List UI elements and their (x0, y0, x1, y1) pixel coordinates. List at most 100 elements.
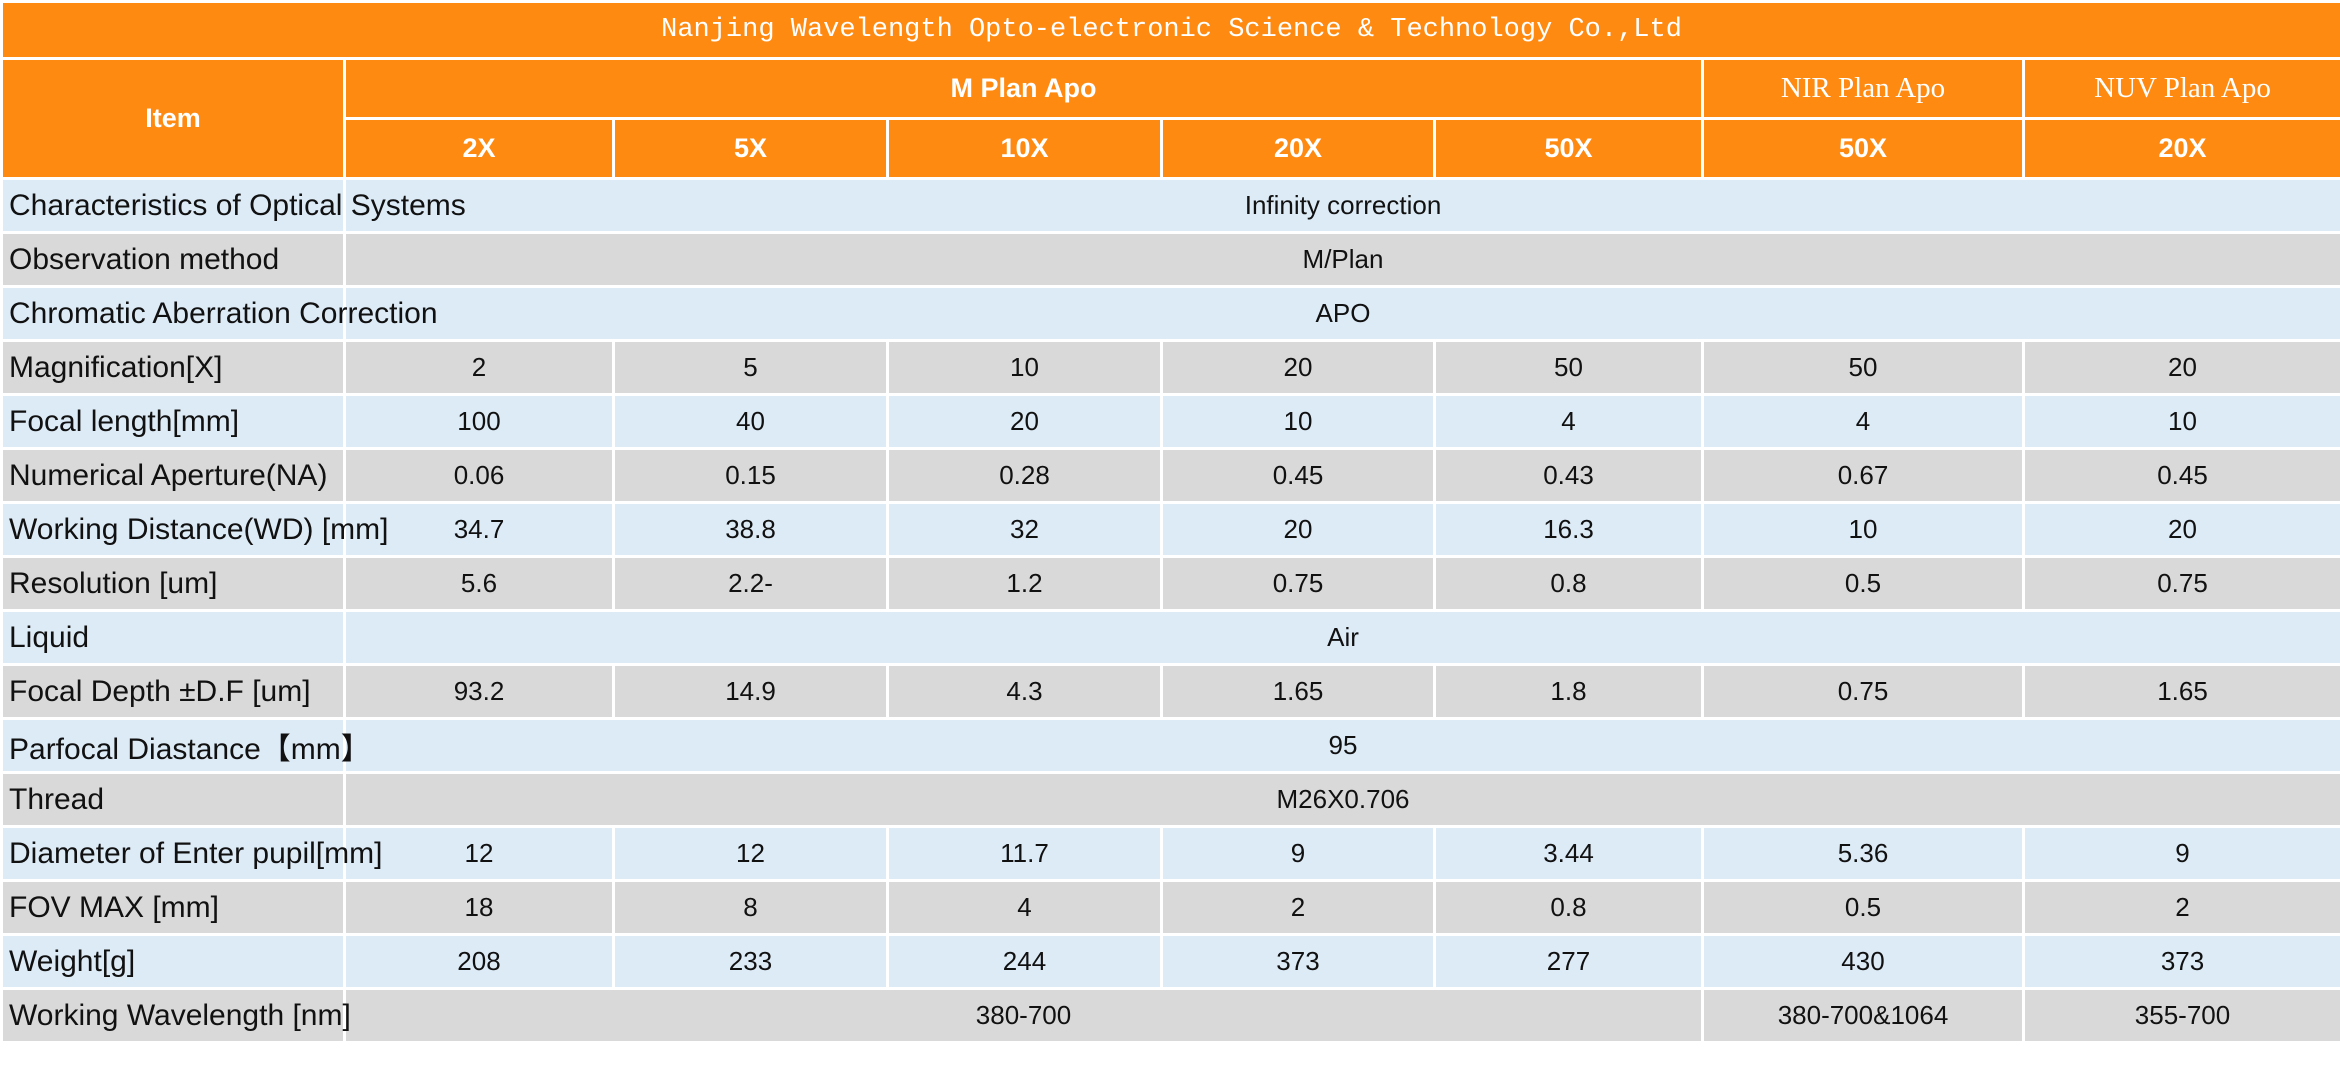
table-row: Working Wavelength [nm] 380-700 380-700&10… (0, 987, 2340, 1044)
cell: 0.75 (1701, 663, 2025, 720)
cell: 0.67 (1701, 447, 2025, 504)
row-label: Magnification[X] (0, 339, 346, 396)
cell: Infinity correction (342, 177, 2340, 234)
cell: 0.15 (612, 447, 889, 504)
row-label: Focal Depth ±D.F [um] (0, 663, 346, 720)
row-label: Characteristics of Optical Systems (0, 177, 466, 234)
cell: 95 (342, 717, 2340, 774)
magnification-header: 50X (1701, 117, 2025, 180)
cell: M26X0.706 (342, 771, 2340, 828)
cell: 373 (1160, 933, 1436, 990)
cell: 10 (1160, 393, 1436, 450)
cell: 373 (2021, 933, 2340, 990)
group-header: NUV Plan Apo (2021, 57, 2340, 120)
cell: 2 (343, 339, 615, 396)
cell: 9 (1160, 825, 1436, 882)
cell: 0.5 (1701, 555, 2025, 612)
magnification-header: 50X (1433, 117, 1704, 180)
cell: 430 (1701, 933, 2025, 990)
table-row: Thread M26X0.706 (0, 771, 2340, 828)
cell: 20 (1160, 339, 1436, 396)
table-row: Resolution [um] 5.6 2.2- 1.2 0.75 0.8 0.5 0.75 (0, 555, 2340, 612)
group-header: M Plan Apo (343, 57, 1704, 120)
table-row: Chromatic Aberration Correction APO (0, 285, 2340, 342)
cell: 0.8 (1433, 879, 1704, 936)
magnification-header: 2X (343, 117, 615, 180)
item-header: Item (0, 57, 346, 180)
table-row: FOV MAX [mm] 18 8 4 2 0.8 0.5 2 (0, 879, 2340, 936)
cell: 0.5 (1701, 879, 2025, 936)
magnification-header: 10X (886, 117, 1163, 180)
table-row: Working Distance(WD) [mm] 34.7 38.8 32 20 16.… (0, 501, 2340, 558)
cell: 0.45 (1160, 447, 1436, 504)
cell: 20 (2021, 339, 2340, 396)
table-row: Weight[g] 208 233 244 373 277 430 373 (0, 933, 2340, 990)
table-row: Focal length[mm] 100 40 20 10 4 4 10 (0, 393, 2340, 450)
cell: 277 (1433, 933, 1704, 990)
table-row: Numerical Aperture(NA) 0.06 0.15 0.28 0.45 0.… (0, 447, 2340, 504)
cell: 10 (886, 339, 1163, 396)
cell: APO (342, 285, 2340, 342)
cell: 34.7 (343, 501, 615, 558)
row-label: Numerical Aperture(NA) (0, 447, 346, 504)
cell: 14.9 (612, 663, 889, 720)
cell: M/Plan (342, 231, 2340, 288)
row-label: Working Wavelength [nm] (0, 987, 351, 1044)
cell: 0.75 (2021, 555, 2340, 612)
cell: 1.8 (1433, 663, 1704, 720)
cell: 16.3 (1433, 501, 1704, 558)
cell: 0.75 (1160, 555, 1436, 612)
cell: 12 (343, 825, 615, 882)
row-label: Diameter of Enter pupil[mm] (0, 825, 382, 882)
cell: 9 (2021, 825, 2340, 882)
cell: 12 (612, 825, 889, 882)
cell: 20 (2021, 501, 2340, 558)
group-header: NIR Plan Apo (1701, 57, 2025, 120)
row-label: Chromatic Aberration Correction (0, 285, 438, 342)
row-label: Observation method (0, 231, 346, 288)
cell: 2 (1160, 879, 1436, 936)
cell: 93.2 (343, 663, 615, 720)
table-row: Magnification[X] 2 5 10 20 50 50 20 (0, 339, 2340, 396)
cell: 18 (343, 879, 615, 936)
row-label: Resolution [um] (0, 555, 346, 612)
cell: 8 (612, 879, 889, 936)
cell: 4.3 (886, 663, 1163, 720)
cell: 1.65 (1160, 663, 1436, 720)
cell: 50 (1433, 339, 1704, 396)
magnification-header: 20X (2021, 117, 2340, 180)
cell: 10 (1701, 501, 2025, 558)
cell: 40 (612, 393, 889, 450)
table-row: Parfocal Diastance【mm】 95 (0, 717, 2340, 774)
row-label: Working Distance(WD) [mm] (0, 501, 388, 558)
cell: 3.44 (1433, 825, 1704, 882)
cell: 11.7 (886, 825, 1163, 882)
cell: 380-700&1064 (1701, 987, 2025, 1044)
cell: 100 (343, 393, 615, 450)
cell: Air (342, 609, 2340, 666)
table-row: Focal Depth ±D.F [um] 93.2 14.9 4.3 1.65 1.8 0… (0, 663, 2340, 720)
cell: 20 (1160, 501, 1436, 558)
cell: 4 (1701, 393, 2025, 450)
cell: 10 (2021, 393, 2340, 450)
cell: 1.2 (886, 555, 1163, 612)
cell: 2.2- (612, 555, 889, 612)
cell: 4 (886, 879, 1163, 936)
title: Nanjing Wavelength Opto-electronic Scien… (0, 0, 2340, 60)
cell: 5.6 (343, 555, 615, 612)
cell: 38.8 (612, 501, 889, 558)
table-row: Observation method M/Plan (0, 231, 2340, 288)
cell: 20 (886, 393, 1163, 450)
spec-table: Nanjing Wavelength Opto-electronic Scien… (0, 0, 2340, 1044)
cell: 244 (886, 933, 1163, 990)
cell: 233 (612, 933, 889, 990)
cell: 0.28 (886, 447, 1163, 504)
cell: 4 (1433, 393, 1704, 450)
table-row: Characteristics of Optical Systems Infini… (0, 177, 2340, 234)
table-row: Liquid Air (0, 609, 2340, 666)
cell: 0.8 (1433, 555, 1704, 612)
row-label: Liquid (0, 609, 346, 666)
row-label: Parfocal Diastance【mm】 (0, 717, 371, 774)
row-label: FOV MAX [mm] (0, 879, 346, 936)
